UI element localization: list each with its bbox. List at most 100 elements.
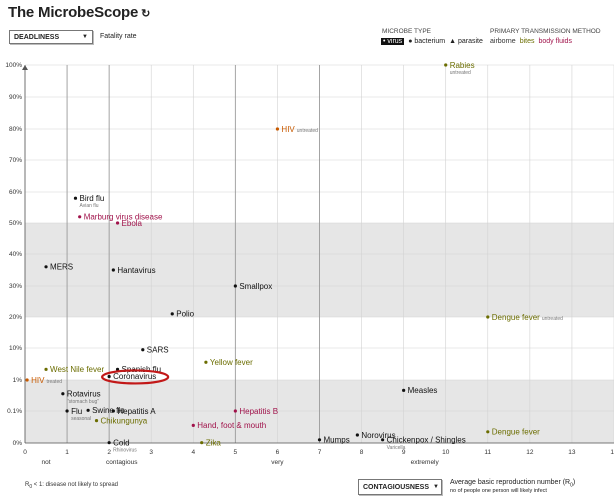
- y-tick-label: 50%: [9, 220, 22, 227]
- x-tick-label: 6: [276, 449, 280, 456]
- x-tick-label: 7: [318, 449, 322, 456]
- point-marker: [141, 348, 145, 352]
- y-metric-hint: Fatality rate: [100, 33, 137, 40]
- point-label: Yellow fever: [210, 358, 253, 367]
- point-sublabel: Avian flu: [79, 203, 98, 209]
- highlight-ellipse: [101, 369, 170, 385]
- point-label: SARS: [147, 346, 169, 355]
- point-label: Bird flu: [79, 194, 104, 203]
- point-rotavirus: Rotavirus"stomach bug": [61, 390, 101, 405]
- point-swine-flu: Swine flu: [86, 406, 125, 415]
- point-label: Hepatitis B: [239, 407, 278, 416]
- legend-bites: bites: [519, 38, 535, 45]
- point-mers: MERS: [44, 263, 73, 272]
- point-marker: [115, 221, 120, 225]
- point-marker: [65, 409, 69, 413]
- legend-bacterium: ● bacterium: [408, 38, 446, 45]
- y-tick-label: 100%: [5, 62, 22, 69]
- y-tick-label: 20%: [9, 314, 22, 321]
- point-west-nile-fever: West Nile fever: [44, 365, 104, 374]
- point-norovirus: Norovirus: [355, 431, 396, 440]
- legend-methods: airborne bites body fluids: [490, 38, 572, 45]
- point-hepatitis-a: Hepatitis A: [111, 407, 156, 416]
- x-tick-label: 13: [568, 449, 576, 456]
- refresh-icon[interactable]: ↻: [141, 8, 151, 20]
- point-smallpox: Smallpox: [233, 282, 272, 291]
- point-label: Chikungunya: [101, 416, 148, 425]
- point-marker: [486, 430, 490, 434]
- legend-types: • virus ● bacterium ▲ parasite: [381, 38, 483, 45]
- point-dengue-fever: Dengue fever: [486, 428, 540, 437]
- point-mumps: Mumps: [317, 436, 350, 445]
- point-marker: [107, 441, 111, 445]
- legend-airborne: airborne: [490, 38, 516, 45]
- footer-note: R0 < 1: disease not likely to spread: [25, 482, 119, 491]
- point-sublabel: Rhinovirus: [113, 448, 137, 454]
- point-zika: Zika: [200, 438, 221, 447]
- point-marker: [25, 378, 29, 382]
- point-marker: [204, 360, 208, 364]
- point-label: Flu: [71, 407, 82, 416]
- x-metric-value: CONTAGIOUSNESS: [363, 483, 429, 491]
- point-label: Hand, foot & mouth: [197, 421, 266, 430]
- y-metric-dropdown[interactable]: DEADLINESS ▼: [9, 30, 93, 44]
- point-marker: [317, 438, 322, 442]
- point-label: Hantavirus: [117, 266, 155, 275]
- point-hantavirus: Hantavirus: [111, 266, 156, 275]
- point-hiv: HIV treated: [25, 376, 62, 385]
- point-label: Rabies: [450, 61, 475, 70]
- x-tick-label: 3: [149, 449, 153, 456]
- point-chikungunya: Chikungunya: [94, 416, 148, 425]
- point-marker: [73, 196, 78, 200]
- point-marker: [170, 312, 174, 316]
- y-tick-label: 0.1%: [7, 408, 22, 415]
- point-marker: [402, 388, 406, 392]
- y-tick-label: 90%: [9, 94, 22, 101]
- point-label: Chickenpox / Shingles: [387, 436, 466, 445]
- x-tick-label: 4: [191, 449, 195, 456]
- point-measles: Measles: [402, 386, 437, 395]
- point-marker: [61, 392, 65, 396]
- point-label: Dengue fever: [492, 313, 540, 322]
- point-label: Zika: [206, 438, 222, 447]
- point-label: Rotavirus: [67, 390, 101, 399]
- x-zone-label: very: [271, 459, 284, 466]
- point-label: West Nile fever: [50, 365, 104, 374]
- x-tick-label: 9: [402, 449, 406, 456]
- point-marker: [107, 374, 111, 379]
- title-text: The MicrobeScope: [8, 4, 139, 21]
- chart-grid: [24, 64, 614, 444]
- point-hiv: HIV untreated: [275, 125, 318, 134]
- point-label: Cold: [113, 438, 129, 447]
- point-label: Mumps: [324, 436, 350, 445]
- y-tick-label: 10%: [9, 345, 22, 352]
- x-tick-label: 12: [526, 449, 534, 456]
- point-marker: [115, 367, 120, 371]
- x-metric-dropdown[interactable]: CONTAGIOUSNESS ▼: [358, 479, 442, 495]
- point-label: MERS: [50, 263, 73, 272]
- point-sublabel: untreated: [297, 128, 318, 134]
- point-marker: [44, 367, 48, 371]
- legend-method-heading: PRIMARY TRANSMISSION METHOD: [490, 28, 601, 35]
- point-label: Measles: [408, 386, 438, 395]
- point-sublabel: treated: [46, 379, 62, 385]
- point-marker: [486, 315, 490, 319]
- y-tick-label: 60%: [9, 189, 22, 196]
- y-metric-value: DEADLINESS: [14, 33, 60, 41]
- y-axis: 0% 0.1% 1% 10% 20% 30% 40% 50% 60% 70% 80% 90% 100%: [5, 62, 28, 447]
- point-marker: [381, 438, 385, 442]
- point-label: Dengue fever: [492, 428, 540, 437]
- y-tick-label: 1%: [13, 377, 23, 384]
- x-tick-label: 11: [484, 449, 491, 456]
- x-tick-label: 1: [65, 449, 69, 456]
- point-sublabel: untreated: [542, 316, 563, 322]
- point-marker: [78, 215, 82, 219]
- y-tick-label: 80%: [9, 126, 22, 133]
- point-label: Hepatitis A: [117, 407, 156, 416]
